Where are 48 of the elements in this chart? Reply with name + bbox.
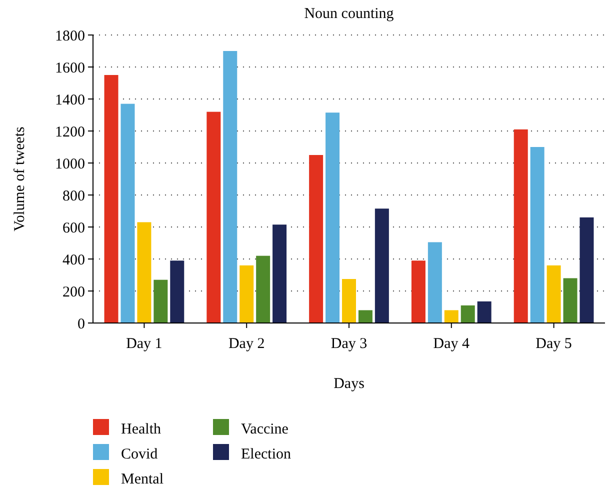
legend-label: Mental [121, 471, 164, 488]
bar [530, 147, 544, 323]
bar [170, 260, 184, 323]
legend-label: Election [241, 446, 292, 462]
bar [206, 112, 221, 323]
bar [580, 217, 594, 323]
bar [358, 310, 372, 323]
bar [546, 265, 561, 323]
x-tick-label: Day 2 [228, 336, 265, 352]
y-tick-label: 1200 [55, 124, 85, 140]
bar [154, 280, 168, 323]
bar [444, 310, 458, 323]
bar [514, 129, 528, 323]
bar [477, 301, 492, 323]
bar [563, 278, 578, 323]
bar [411, 260, 426, 323]
bar [326, 112, 340, 323]
legend-label: Health [121, 421, 162, 438]
legend-label: Vaccine [241, 421, 289, 438]
x-tick-label: Day 5 [536, 336, 572, 352]
bar [223, 51, 238, 323]
y-axis-title: Volume of tweets [12, 126, 28, 232]
y-tick-label: 400 [62, 252, 85, 268]
x-tick-label: Day 3 [330, 336, 368, 352]
bar [104, 75, 118, 323]
y-tick-label: 1600 [55, 60, 85, 76]
y-tick-label: 1800 [55, 28, 85, 44]
bar [256, 256, 270, 323]
y-tick-label: 1400 [55, 92, 85, 108]
legend-label: Covid [121, 446, 158, 462]
bar [137, 222, 152, 323]
bar [272, 224, 287, 323]
y-tick-label: 200 [62, 284, 85, 300]
bar [309, 155, 324, 323]
y-tick-label: 800 [62, 188, 85, 204]
y-tick-label: 1000 [55, 156, 85, 172]
y-tick-label: 0 [78, 316, 85, 332]
chart-title: Noun counting [304, 6, 394, 22]
bar [240, 265, 254, 323]
x-tick-label: Day 1 [126, 336, 162, 352]
bar [342, 279, 356, 323]
x-axis-title: Days [334, 376, 365, 392]
x-tick-label: Day 4 [433, 336, 470, 352]
bar [120, 104, 135, 323]
bar [428, 242, 442, 323]
y-tick-label: 600 [62, 220, 85, 236]
bar [374, 208, 389, 323]
bar [460, 305, 475, 323]
